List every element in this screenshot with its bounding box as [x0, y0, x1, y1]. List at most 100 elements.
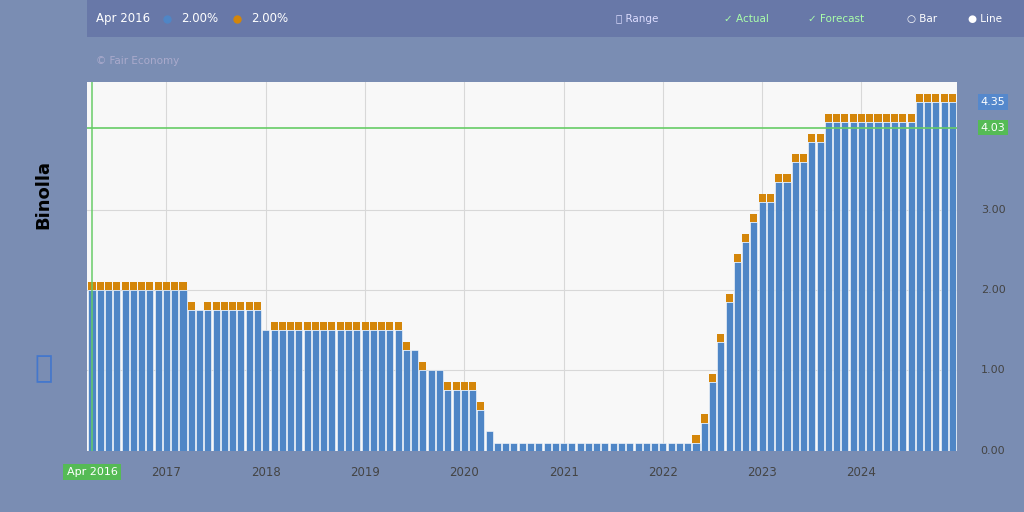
Bar — [668, 442, 675, 451]
Bar — [246, 310, 253, 451]
Bar — [453, 382, 460, 391]
Bar — [303, 323, 310, 330]
Bar — [461, 382, 468, 391]
Bar — [469, 391, 476, 451]
Bar — [155, 290, 162, 451]
Bar — [742, 242, 750, 451]
Bar — [825, 114, 831, 122]
Bar — [88, 290, 95, 451]
Bar — [412, 350, 418, 451]
Bar — [287, 323, 294, 330]
Bar — [163, 290, 170, 451]
Text: 3.00: 3.00 — [981, 205, 1006, 215]
Bar — [477, 411, 484, 451]
Bar — [155, 282, 162, 290]
Bar — [146, 282, 154, 290]
Bar — [510, 442, 517, 451]
Bar — [353, 323, 360, 330]
Bar — [361, 323, 369, 330]
Text: ✓ Forecast: ✓ Forecast — [809, 14, 864, 24]
Bar — [246, 302, 253, 310]
Bar — [122, 282, 129, 290]
Bar — [915, 94, 923, 102]
Bar — [593, 442, 600, 451]
Bar — [96, 290, 103, 451]
Bar — [850, 122, 857, 451]
Bar — [759, 202, 766, 451]
Bar — [742, 234, 750, 242]
Bar — [800, 162, 807, 451]
Bar — [205, 310, 211, 451]
Bar — [726, 302, 732, 451]
Bar — [321, 323, 328, 330]
Bar — [792, 154, 799, 162]
Bar — [933, 94, 939, 102]
Text: 4.35: 4.35 — [981, 97, 1006, 107]
Bar — [96, 282, 103, 290]
Bar — [808, 134, 815, 142]
Bar — [560, 442, 567, 451]
Bar — [213, 302, 219, 310]
Text: 0.00: 0.00 — [981, 445, 1006, 456]
Bar — [394, 323, 401, 330]
Bar — [394, 330, 401, 451]
Bar — [402, 350, 410, 451]
Bar — [709, 382, 716, 451]
Bar — [792, 162, 799, 451]
Bar — [105, 282, 112, 290]
Bar — [767, 202, 774, 451]
Bar — [122, 290, 129, 451]
Bar — [816, 134, 823, 142]
Bar — [295, 323, 302, 330]
Bar — [949, 94, 956, 102]
Bar — [461, 391, 468, 451]
Bar — [88, 282, 95, 290]
Bar — [767, 194, 774, 202]
Bar — [800, 154, 807, 162]
Bar — [205, 302, 211, 310]
Bar — [866, 122, 873, 451]
Bar — [585, 442, 592, 451]
Bar — [519, 442, 525, 451]
Text: 2021: 2021 — [549, 465, 579, 479]
Bar — [370, 323, 377, 330]
Bar — [238, 302, 245, 310]
Bar — [105, 290, 112, 451]
Bar — [651, 442, 658, 451]
Bar — [428, 370, 435, 451]
Bar — [874, 114, 882, 122]
Bar — [924, 94, 931, 102]
Text: 2.00: 2.00 — [981, 285, 1006, 295]
Bar — [568, 442, 575, 451]
Bar — [337, 330, 344, 451]
Bar — [527, 442, 535, 451]
Bar — [627, 442, 633, 451]
Text: 2022: 2022 — [648, 465, 678, 479]
Bar — [907, 114, 914, 122]
Bar — [775, 182, 782, 451]
Bar — [279, 330, 286, 451]
Bar — [138, 282, 145, 290]
Bar — [321, 330, 328, 451]
Bar — [402, 343, 410, 350]
Bar — [378, 330, 385, 451]
Bar — [858, 122, 865, 451]
Bar — [850, 114, 857, 122]
Bar — [453, 391, 460, 451]
Bar — [312, 330, 318, 451]
Text: 2023: 2023 — [748, 465, 777, 479]
Text: 📅 Range: 📅 Range — [616, 14, 658, 24]
Text: © Fair Economy: © Fair Economy — [96, 56, 179, 67]
Text: 2.00%: 2.00% — [181, 12, 218, 25]
Bar — [734, 262, 741, 451]
Bar — [883, 122, 890, 451]
Bar — [254, 302, 261, 310]
Bar — [353, 330, 360, 451]
Bar — [229, 310, 237, 451]
Bar — [692, 442, 699, 451]
Bar — [386, 323, 393, 330]
Bar — [179, 290, 186, 451]
Bar — [883, 114, 890, 122]
Bar — [783, 182, 791, 451]
Bar — [477, 402, 484, 411]
